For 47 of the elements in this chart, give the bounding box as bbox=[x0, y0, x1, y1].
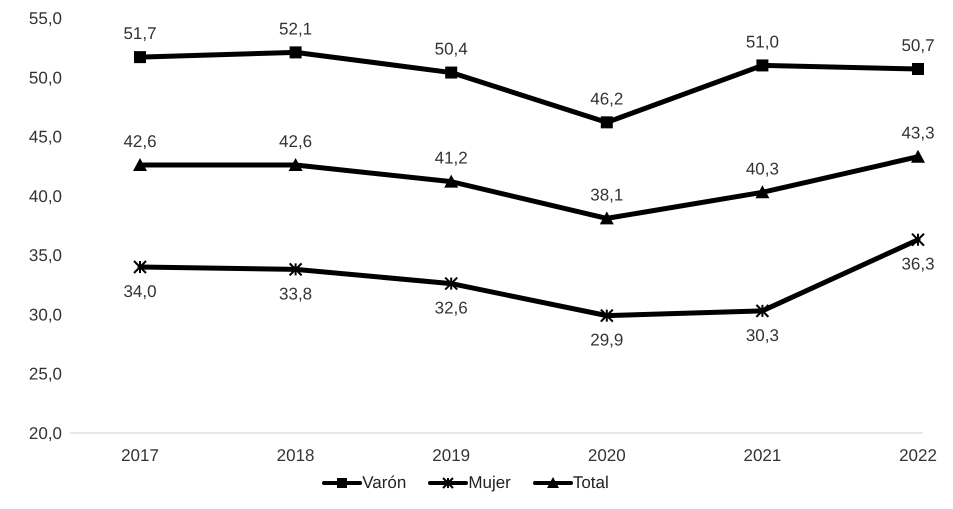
y-tick-label: 55,0 bbox=[28, 9, 62, 28]
data-label: 46,2 bbox=[590, 89, 624, 108]
y-tick-label: 30,0 bbox=[28, 305, 62, 324]
data-label: 34,0 bbox=[123, 282, 157, 301]
data-label: 33,8 bbox=[279, 284, 312, 304]
y-tick-label: 50,0 bbox=[28, 68, 62, 88]
point bbox=[912, 62, 924, 75]
y-tick-label: 45,0 bbox=[28, 128, 62, 147]
point bbox=[290, 46, 302, 58]
x-tick-label: 2022 bbox=[899, 446, 937, 466]
point bbox=[911, 150, 925, 163]
legend-label: Mujer bbox=[468, 473, 511, 493]
data-label: 41,2 bbox=[434, 148, 468, 168]
point bbox=[134, 51, 146, 64]
point bbox=[445, 66, 458, 79]
data-label: 50,4 bbox=[434, 40, 468, 59]
y-tick-label: 25,0 bbox=[28, 364, 62, 384]
point bbox=[444, 174, 458, 188]
legend-label: Total bbox=[572, 473, 609, 493]
x-tick-label: 2021 bbox=[743, 446, 782, 466]
data-label: 32,6 bbox=[434, 298, 468, 318]
y-tick-label: 40,0 bbox=[28, 186, 62, 206]
x-tick-label: 2020 bbox=[588, 446, 626, 466]
data-label: 43,3 bbox=[901, 124, 935, 143]
x-tick-label: 2018 bbox=[276, 446, 315, 466]
point bbox=[756, 59, 768, 72]
data-label: 29,9 bbox=[590, 330, 624, 350]
data-label: 52,1 bbox=[279, 19, 312, 38]
x-tick-label: 2017 bbox=[121, 446, 159, 466]
data-label: 40,3 bbox=[746, 159, 779, 178]
data-label: 38,1 bbox=[590, 185, 624, 204]
x-tick-label: 2019 bbox=[432, 446, 470, 466]
point bbox=[288, 158, 303, 172]
point bbox=[755, 185, 770, 198]
data-label: 51,0 bbox=[746, 32, 779, 52]
point bbox=[133, 158, 147, 172]
data-label: 51,7 bbox=[123, 24, 157, 44]
point bbox=[600, 211, 614, 224]
data-label: 36,3 bbox=[901, 254, 935, 274]
data-label: 42,6 bbox=[279, 132, 312, 152]
point bbox=[600, 116, 613, 128]
data-label: 30,3 bbox=[746, 326, 779, 345]
data-label: 42,6 bbox=[123, 132, 157, 152]
y-tick-label: 20,0 bbox=[28, 424, 62, 444]
y-tick-label: 35,0 bbox=[28, 246, 62, 266]
legend-label: Varón bbox=[362, 473, 406, 493]
data-label: 50,7 bbox=[901, 36, 935, 55]
